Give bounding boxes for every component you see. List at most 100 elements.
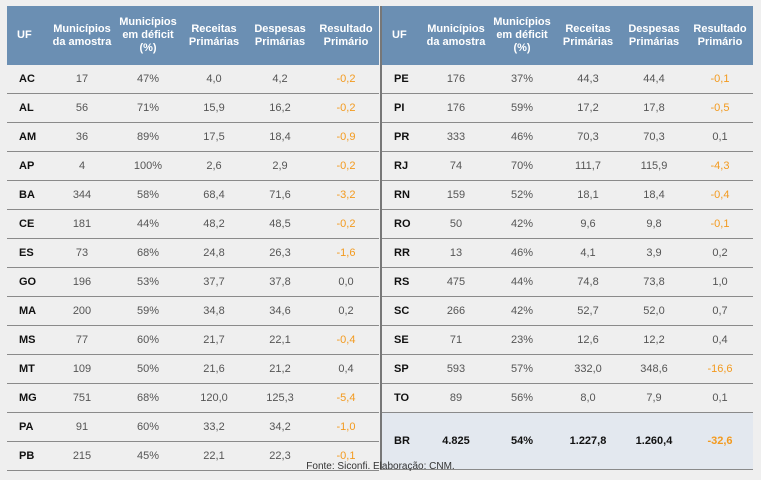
cell-receitas: 24,8 <box>181 238 247 268</box>
cell-despesas: 44,4 <box>621 65 687 94</box>
cell-receitas: 120,0 <box>181 383 247 413</box>
cell-receitas: 4,1 <box>555 238 621 268</box>
table-row: GO 196 53% 37,7 37,8 0,0 <box>7 267 379 297</box>
cell-receitas: 17,5 <box>181 122 247 152</box>
cell-resultado: 0,2 <box>313 296 379 326</box>
cell-uf: RN <box>381 180 423 210</box>
cell-municipios-deficit: 37% <box>489 65 555 94</box>
cell-municipios-amostra: 215 <box>49 441 115 471</box>
cell-municipios-amostra: 200 <box>49 296 115 326</box>
cell-uf: AL <box>7 93 49 123</box>
cell-resultado: -0,5 <box>687 93 753 123</box>
cell-uf: TO <box>381 383 423 413</box>
cell-resultado: -0,1 <box>687 209 753 239</box>
cell-receitas: 52,7 <box>555 296 621 326</box>
cell-despesas: 18,4 <box>621 180 687 210</box>
cell-receitas: 21,7 <box>181 325 247 355</box>
table-row: RS 475 44% 74,8 73,8 1,0 <box>381 267 753 297</box>
source-caption: Fonte: Siconfi. Elaboração: CNM. <box>306 461 455 472</box>
header-row: UF Municípios da amostra Municípios em déf… <box>7 6 379 65</box>
cell-resultado: -3,2 <box>313 180 379 210</box>
cell-municipios-deficit: 68% <box>115 383 181 413</box>
cell-municipios-deficit: 68% <box>115 238 181 268</box>
header-despesas: Despesas Primárias <box>247 6 313 65</box>
header-despesas: Despesas Primárias <box>621 6 687 65</box>
cell-receitas: 33,2 <box>181 412 247 442</box>
cell-uf: MS <box>7 325 49 355</box>
cell-receitas: 17,2 <box>555 93 621 123</box>
cell-receitas: 111,7 <box>555 151 621 181</box>
cell-municipios-deficit: 57% <box>489 354 555 384</box>
cell-despesas: 52,0 <box>621 296 687 326</box>
cell-despesas: 48,5 <box>247 209 313 239</box>
cell-resultado: -0,9 <box>313 122 379 152</box>
table-row: PA 91 60% 33,2 34,2 -1,0 <box>7 412 379 442</box>
header-receitas: Receitas Primárias <box>555 6 621 65</box>
cell-receitas: 44,3 <box>555 65 621 94</box>
cell-receitas: 34,8 <box>181 296 247 326</box>
table-row: MG 751 68% 120,0 125,3 -5,4 <box>7 383 379 413</box>
cell-municipios-deficit: 52% <box>489 180 555 210</box>
cell-receitas: 22,1 <box>181 441 247 471</box>
cell-despesas: 3,9 <box>621 238 687 268</box>
cell-uf: AP <box>7 151 49 181</box>
cell-municipios-deficit: 54% <box>489 412 555 470</box>
cell-municipios-amostra: 77 <box>49 325 115 355</box>
header-row: UF Municípios da amostra Municípios em déf… <box>381 6 753 65</box>
cell-despesas: 18,4 <box>247 122 313 152</box>
cell-municipios-amostra: 181 <box>49 209 115 239</box>
cell-despesas: 115,9 <box>621 151 687 181</box>
table-row: TO 89 56% 8,0 7,9 0,1 <box>381 383 753 413</box>
cell-receitas: 4,0 <box>181 65 247 94</box>
cell-receitas: 9,6 <box>555 209 621 239</box>
header-receitas: Receitas Primárias <box>181 6 247 65</box>
cell-receitas: 332,0 <box>555 354 621 384</box>
cell-uf: SE <box>381 325 423 355</box>
cell-municipios-amostra: 71 <box>423 325 489 355</box>
cell-municipios-amostra: 36 <box>49 122 115 152</box>
cell-uf: MT <box>7 354 49 384</box>
header-municipios-deficit: Municípios em déficit (%) <box>489 6 555 65</box>
cell-uf: MG <box>7 383 49 413</box>
cell-resultado: -0,2 <box>313 151 379 181</box>
cell-municipios-deficit: 53% <box>115 267 181 297</box>
cell-municipios-amostra: 593 <box>423 354 489 384</box>
cell-uf: BA <box>7 180 49 210</box>
cell-municipios-deficit: 59% <box>115 296 181 326</box>
cell-municipios-deficit: 56% <box>489 383 555 413</box>
cell-municipios-amostra: 176 <box>423 65 489 94</box>
table-row: RN 159 52% 18,1 18,4 -0,4 <box>381 180 753 210</box>
cell-resultado: 0,0 <box>313 267 379 297</box>
cell-municipios-amostra: 344 <box>49 180 115 210</box>
table-row: AM 36 89% 17,5 18,4 -0,9 <box>7 122 379 152</box>
cell-receitas: 21,6 <box>181 354 247 384</box>
cell-municipios-amostra: 159 <box>423 180 489 210</box>
cell-municipios-amostra: 56 <box>49 93 115 123</box>
cell-municipios-amostra: 89 <box>423 383 489 413</box>
cell-uf: CE <box>7 209 49 239</box>
cell-municipios-amostra: 751 <box>49 383 115 413</box>
cell-uf: GO <box>7 267 49 297</box>
table-row: MA 200 59% 34,8 34,6 0,2 <box>7 296 379 326</box>
cell-municipios-deficit: 58% <box>115 180 181 210</box>
table-row: ES 73 68% 24,8 26,3 -1,6 <box>7 238 379 268</box>
cell-municipios-deficit: 45% <box>115 441 181 471</box>
table-left: UF Municípios da amostra Municípios em déf… <box>7 6 379 471</box>
table-row: PR 333 46% 70,3 70,3 0,1 <box>381 122 753 152</box>
cell-uf: RJ <box>381 151 423 181</box>
header-resultado: Resultado Primário <box>687 6 753 65</box>
cell-despesas: 4,2 <box>247 65 313 94</box>
cell-municipios-amostra: 4 <box>49 151 115 181</box>
cell-municipios-amostra: 74 <box>423 151 489 181</box>
cell-despesas: 22,1 <box>247 325 313 355</box>
header-municipios-amostra: Municípios da amostra <box>49 6 115 65</box>
cell-municipios-deficit: 70% <box>489 151 555 181</box>
header-resultado: Resultado Primário <box>313 6 379 65</box>
cell-resultado: -0,4 <box>313 325 379 355</box>
cell-municipios-amostra: 13 <box>423 238 489 268</box>
cell-despesas: 70,3 <box>621 122 687 152</box>
cell-municipios-amostra: 50 <box>423 209 489 239</box>
cell-municipios-deficit: 42% <box>489 296 555 326</box>
table-row: PI 176 59% 17,2 17,8 -0,5 <box>381 93 753 123</box>
cell-resultado: -16,6 <box>687 354 753 384</box>
